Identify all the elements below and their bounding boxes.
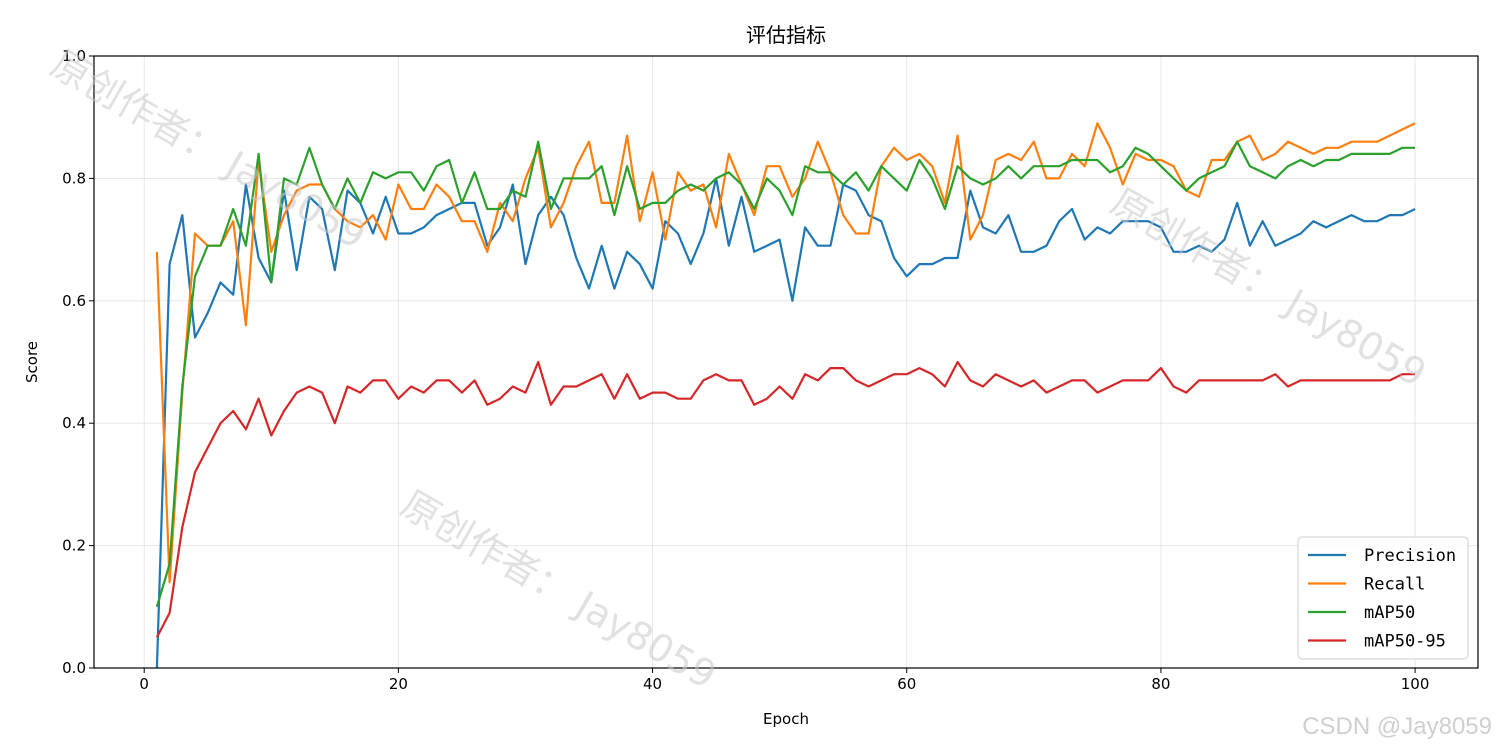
- y-axis-label: Score: [23, 341, 41, 383]
- series-line-map50: [155, 140, 1416, 608]
- y-tick-label: 0.4: [62, 414, 86, 432]
- x-tick-label: 80: [1151, 675, 1170, 693]
- x-tick-label: 60: [897, 675, 916, 693]
- x-tick-label: 20: [389, 675, 408, 693]
- series-line-precision: [155, 177, 1416, 669]
- x-tick-label: 40: [643, 675, 662, 693]
- legend-label-map50-95: mAP50-95: [1364, 632, 1446, 652]
- plot-frame: [93, 55, 1479, 669]
- series-line-map50-95: [155, 360, 1416, 638]
- y-tick-label: 0.8: [62, 169, 86, 187]
- chart-title: 评估指标: [746, 23, 826, 47]
- legend-label-recall: Recall: [1364, 575, 1425, 595]
- y-tick-label: 0.6: [62, 292, 86, 310]
- x-axis: 0 20 40 60 80 100: [139, 668, 1429, 693]
- legend-label-map50: mAP50: [1364, 603, 1415, 623]
- legend-label-precision: Precision: [1364, 546, 1456, 566]
- y-axis: 0.0 0.2 0.4 0.6 0.8 1.0: [62, 47, 94, 677]
- x-tick-label: 100: [1401, 675, 1430, 693]
- legend: Precision Recall mAP50 mAP50-95: [1297, 536, 1469, 660]
- y-tick-label: 0.2: [62, 537, 86, 555]
- legend-box: [1297, 536, 1469, 660]
- series-lines: [155, 122, 1416, 669]
- x-axis-label: Epoch: [763, 710, 809, 728]
- y-tick-label: 0.0: [62, 659, 86, 677]
- csdn-credit: CSDN @Jay8059: [1302, 713, 1492, 740]
- y-tick-label: 1.0: [62, 47, 86, 65]
- series-line-recall: [155, 122, 1416, 584]
- x-tick-label: 0: [139, 675, 149, 693]
